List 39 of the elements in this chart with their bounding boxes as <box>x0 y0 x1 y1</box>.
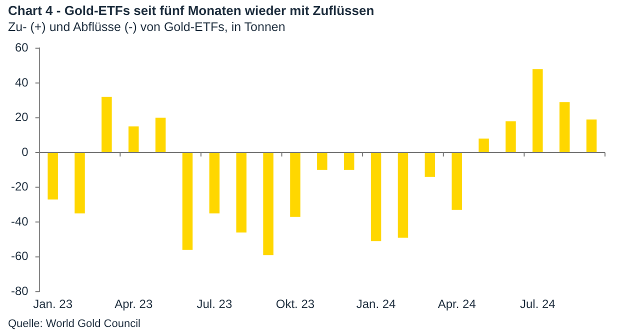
bar <box>48 152 58 200</box>
bar <box>209 152 220 214</box>
bar <box>532 69 543 153</box>
bar <box>506 121 516 153</box>
y-tick-label: 20 <box>14 110 29 124</box>
bar <box>290 152 300 217</box>
chart-subtitle: Zu- (+) und Abflüsse (-) von Gold-ETFs, in Tonnen <box>8 20 286 34</box>
y-tick-label: 60 <box>14 40 29 55</box>
bar <box>370 152 382 242</box>
bar <box>452 152 462 210</box>
x-tick-label: Jan. 24 <box>356 297 396 312</box>
bar <box>559 102 570 153</box>
chart-title: Chart 4 - Gold-ETFs seit fünf Monaten wieder mit Zuflüssen <box>8 3 374 18</box>
x-tick-label: Jan. 23 <box>33 297 73 312</box>
bar <box>317 152 328 170</box>
bar <box>182 152 193 250</box>
bar <box>102 96 112 153</box>
x-tick-label: Apr. 24 <box>438 297 476 312</box>
bar <box>398 152 408 238</box>
y-tick-label: -60 <box>11 249 29 264</box>
bar <box>128 126 139 153</box>
y-tick-label: -40 <box>11 214 29 228</box>
y-tick-label: 0 <box>22 144 29 159</box>
bar <box>344 152 354 170</box>
x-tick-label: Jul. 24 <box>520 297 556 312</box>
x-tick-label: Jul. 23 <box>196 297 232 312</box>
y-tick-label: -80 <box>11 284 29 298</box>
bar <box>236 152 246 232</box>
y-tick-label: -20 <box>11 180 29 194</box>
bar <box>74 152 85 214</box>
bar <box>155 118 166 153</box>
bar <box>586 119 597 153</box>
bar <box>478 138 489 153</box>
x-tick-label: Okt. 23 <box>276 297 315 312</box>
bar <box>263 152 274 256</box>
bar <box>424 152 436 177</box>
x-tick-label: Apr. 23 <box>114 297 153 312</box>
source-note: Quelle: World Gold Council <box>8 318 140 330</box>
y-tick-label: 40 <box>14 75 29 90</box>
